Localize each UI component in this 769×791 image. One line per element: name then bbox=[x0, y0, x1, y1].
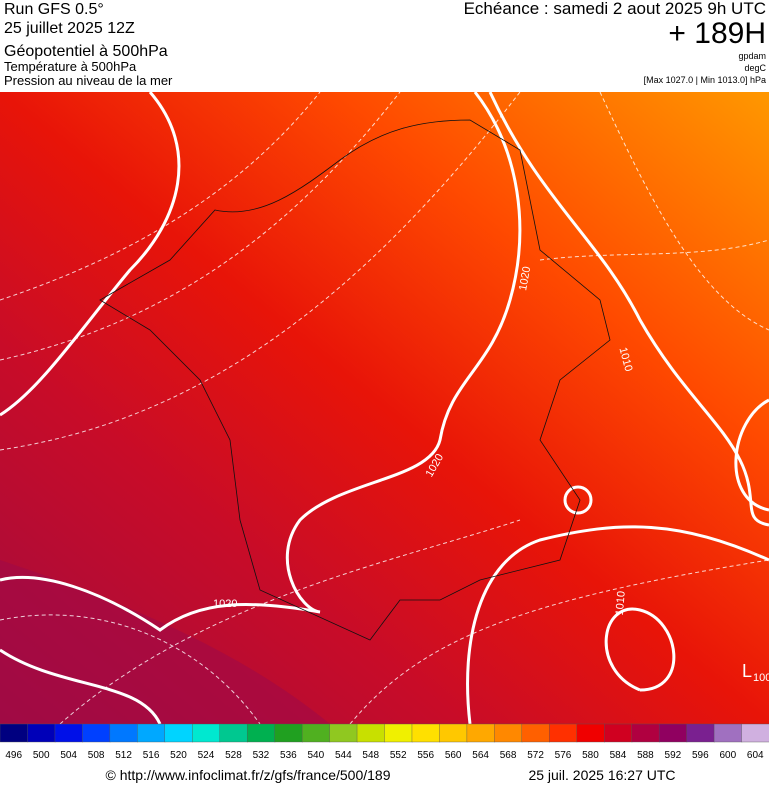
colorbar-swatch bbox=[274, 723, 303, 743]
colorbar-swatch bbox=[384, 723, 413, 743]
colorbar-swatch bbox=[164, 723, 193, 743]
colorbar-swatch bbox=[576, 723, 605, 743]
colorbar-swatch bbox=[356, 723, 386, 743]
colorbar-label: 560 bbox=[445, 750, 462, 761]
colorbar-label: 532 bbox=[253, 750, 270, 761]
colorbar-label: 576 bbox=[555, 750, 572, 761]
colorbar-label: 584 bbox=[610, 750, 627, 761]
colorbar-swatch bbox=[604, 723, 633, 743]
isobar-label: 100 bbox=[753, 672, 769, 684]
isobars bbox=[0, 91, 769, 725]
colorbar-swatch bbox=[192, 723, 221, 743]
isobar-label: 1020 bbox=[213, 598, 237, 610]
colorbar-swatch bbox=[466, 723, 496, 743]
isobar-label: 1020 bbox=[517, 265, 533, 291]
colorbar-label: 596 bbox=[692, 750, 709, 761]
colorbar-swatch bbox=[741, 723, 769, 743]
colorbar-label: 536 bbox=[280, 750, 297, 761]
colorbar: 496 500 504 508 512 516 520 524 528 532 536 540 544 5… bbox=[0, 723, 769, 761]
colorbar-swatch bbox=[494, 723, 523, 743]
coastline bbox=[99, 119, 611, 641]
unit1: gpdam bbox=[738, 51, 766, 61]
colorbar-label: 600 bbox=[719, 750, 736, 761]
colorbar-swatch bbox=[27, 723, 56, 743]
colorbar-swatch bbox=[411, 723, 441, 743]
colorbar-swatch bbox=[82, 723, 111, 743]
colorbar-label: 564 bbox=[472, 750, 489, 761]
colorbar-swatch bbox=[521, 723, 550, 743]
colorbar-swatch bbox=[301, 723, 331, 743]
colorbar-label: 580 bbox=[582, 750, 599, 761]
colorbar-swatch bbox=[713, 723, 743, 743]
field: Géopotentiel à 500hPa bbox=[4, 43, 168, 60]
colorbar-swatch bbox=[439, 723, 468, 743]
colorbar-swatch bbox=[246, 723, 276, 743]
colorbar-label: 524 bbox=[198, 750, 215, 761]
field3: Pression au niveau de la mer bbox=[4, 73, 173, 88]
colorbar-label: 568 bbox=[500, 750, 517, 761]
colorbar-label: 544 bbox=[335, 750, 352, 761]
colorbar-label: 604 bbox=[747, 750, 764, 761]
colorbar-label: 556 bbox=[417, 750, 434, 761]
colorbar-label: 548 bbox=[362, 750, 379, 761]
colorbar-label: 528 bbox=[225, 750, 242, 761]
colorbar-swatch bbox=[658, 723, 688, 743]
colorbar-swatch bbox=[329, 723, 358, 743]
colorbar-swatch bbox=[686, 723, 715, 743]
valid-time: Echéance : samedi 2 aout 2025 9h UTC bbox=[464, 0, 766, 18]
run: Run GFS 0.5° bbox=[4, 1, 104, 18]
lead-time: + 189H bbox=[668, 17, 766, 50]
colorbar-label: 512 bbox=[115, 750, 132, 761]
colorbar-label: 592 bbox=[665, 750, 682, 761]
generated: 25 juil. 2025 16:27 UTC bbox=[528, 767, 675, 783]
colorbar-label: 496 bbox=[5, 750, 22, 761]
isobar-label: 1010 bbox=[614, 591, 628, 616]
colorbar-label: 508 bbox=[88, 750, 105, 761]
colorbar-swatch bbox=[54, 723, 84, 743]
colorbar-swatch bbox=[0, 723, 29, 743]
low-marker: L bbox=[742, 661, 752, 681]
colorbar-swatch bbox=[219, 723, 248, 743]
unit2: degC bbox=[744, 63, 766, 73]
source: © http://www.infoclimat.fr/z/gfs/france/… bbox=[106, 767, 391, 783]
map: 1020 1020 1020 1010 1010 L 100 bbox=[0, 91, 769, 725]
colorbar-label: 516 bbox=[143, 750, 160, 761]
colorbar-label: 500 bbox=[33, 750, 50, 761]
colorbar-label: 504 bbox=[60, 750, 77, 761]
pressure-range: [Max 1027.0 | Min 1013.0] hPa bbox=[644, 75, 766, 85]
colorbar-label: 520 bbox=[170, 750, 187, 761]
run-date: 25 juillet 2025 12Z bbox=[4, 20, 135, 37]
colorbar-label: 572 bbox=[527, 750, 544, 761]
colorbar-label: 552 bbox=[390, 750, 407, 761]
field2: Température à 500hPa bbox=[4, 59, 137, 74]
colorbar-label: 540 bbox=[307, 750, 324, 761]
colorbar-swatch bbox=[137, 723, 166, 743]
colorbar-swatch bbox=[109, 723, 139, 743]
colorbar-label: 588 bbox=[637, 750, 654, 761]
colorbar-swatch bbox=[549, 723, 578, 743]
colorbar-swatch bbox=[631, 723, 660, 743]
